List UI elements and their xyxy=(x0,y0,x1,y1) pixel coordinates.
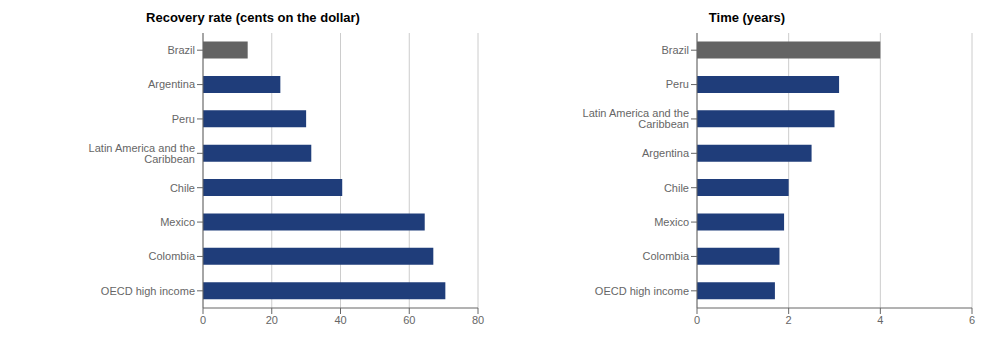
svg-text:Peru: Peru xyxy=(666,78,689,90)
svg-text:Brazil: Brazil xyxy=(661,44,689,56)
svg-text:Latin America and theCaribbean: Latin America and theCaribbean xyxy=(583,107,689,130)
svg-text:2: 2 xyxy=(786,314,792,326)
svg-text:Colombia: Colombia xyxy=(149,250,196,262)
svg-text:OECD high income: OECD high income xyxy=(101,285,195,297)
svg-text:Mexico: Mexico xyxy=(654,216,689,228)
html-text:Time (years): Time (years) xyxy=(708,10,786,25)
svg-text:Brazil: Brazil xyxy=(167,44,195,56)
svg-text:Peru: Peru xyxy=(172,113,195,125)
svg-text:80: 80 xyxy=(472,314,484,326)
svg-text:6: 6 xyxy=(969,314,975,326)
svg-text:Chile: Chile xyxy=(664,182,689,194)
svg-text:20: 20 xyxy=(266,314,278,326)
svg-text:60: 60 xyxy=(403,314,415,326)
html-text:Recovery rate (cents on the do: Recovery rate (cents on the dollar) xyxy=(146,10,360,25)
svg-text:OECD high income: OECD high income xyxy=(595,285,689,297)
svg-text:Argentina: Argentina xyxy=(148,78,196,90)
svg-text:Colombia: Colombia xyxy=(643,250,690,262)
svg-text:0: 0 xyxy=(694,314,700,326)
svg-text:40: 40 xyxy=(334,314,346,326)
svg-text:Latin America and theCaribbean: Latin America and theCaribbean xyxy=(89,142,195,165)
svg-text:Argentina: Argentina xyxy=(642,147,690,159)
svg-text:Mexico: Mexico xyxy=(160,216,195,228)
svg-text:Chile: Chile xyxy=(170,182,195,194)
svg-text:4: 4 xyxy=(877,314,883,326)
svg-text:0: 0 xyxy=(200,314,206,326)
